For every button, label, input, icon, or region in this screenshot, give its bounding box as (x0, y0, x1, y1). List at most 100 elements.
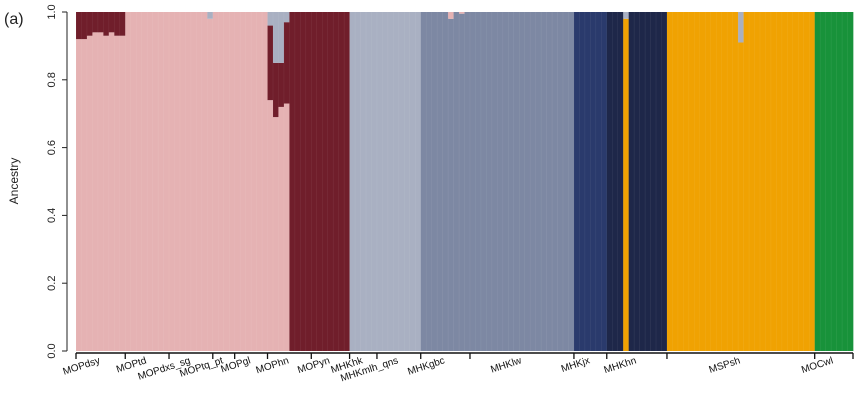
bar-segment (557, 12, 564, 351)
y-axis: 0.0 0.2 0.4 0.6 0.8 1.0 (46, 4, 68, 359)
bar-segment (770, 12, 777, 351)
bar-segment (579, 12, 586, 351)
bar-segment (267, 25, 274, 101)
y-axis-title: Ancestry (7, 158, 21, 205)
bar-segment (272, 117, 279, 351)
bar-segment (344, 12, 350, 351)
bar-segment (92, 12, 99, 33)
bar-segment (103, 12, 110, 36)
bar-segment (278, 106, 285, 351)
bar-segment (535, 12, 542, 351)
bar-segment (404, 12, 411, 351)
population-label: MHKjx (560, 355, 591, 375)
y-tick-label: 0.4 (46, 208, 58, 223)
population-label: MSPsh (708, 355, 742, 375)
bar-segment (705, 12, 712, 351)
bar-segment (798, 12, 805, 351)
bar-segment (169, 12, 175, 351)
bar-segment (256, 12, 263, 351)
bar-segment (727, 12, 733, 351)
bar-segment (119, 35, 126, 351)
bar-segment (316, 12, 323, 351)
y-tick-label: 0.0 (46, 343, 58, 358)
bar-segment (393, 12, 400, 351)
bar-segment (119, 12, 126, 36)
bar-segment (81, 39, 88, 352)
bar-segment (267, 12, 274, 26)
bar-segment (272, 62, 279, 118)
bar-segment (97, 12, 104, 33)
bar-segment (86, 12, 93, 36)
bar-segment (420, 12, 427, 351)
bar-segment (141, 12, 148, 351)
bar-segment (480, 12, 487, 351)
bar-segment (688, 12, 695, 351)
bar-segment (201, 12, 208, 351)
bar-segment (174, 12, 181, 351)
bar-segment (524, 12, 531, 351)
bar-segment (366, 12, 372, 351)
bar-segment (322, 12, 329, 351)
bar-segment (847, 12, 854, 351)
bar-segment (196, 12, 203, 351)
bar-segment (486, 12, 493, 351)
bar-segment (530, 12, 536, 351)
bar-segment (716, 12, 723, 351)
bar-segment (732, 12, 739, 351)
bar-segment (125, 12, 132, 351)
bar-segment (81, 12, 88, 40)
bar-segment (305, 12, 312, 351)
population-label: MOPhn (255, 355, 291, 376)
bar-segment (103, 35, 110, 351)
bar-segment (108, 12, 115, 33)
bar-segment (459, 12, 465, 14)
population-label: MOPgl (220, 355, 252, 375)
bar-segment (459, 13, 465, 351)
bar-segment (754, 12, 761, 351)
bar-segment (229, 12, 236, 351)
population-label: MOPyn (296, 355, 331, 376)
bar-segment (792, 12, 799, 351)
bar-segment (595, 12, 602, 351)
y-tick-label: 0.2 (46, 276, 58, 291)
bar-segment (442, 12, 449, 351)
bar-segment (787, 12, 794, 351)
bar-segment (437, 12, 443, 351)
bar-segment (223, 12, 230, 351)
population-label: MOPdsy (62, 355, 102, 377)
bar-segment (656, 12, 662, 351)
bar-segment (612, 12, 619, 351)
bar-segment (814, 12, 821, 351)
bar-segment (86, 35, 93, 351)
bar-segment (207, 18, 214, 352)
bar-segment (163, 12, 170, 351)
bar-segment (765, 12, 772, 351)
bar-segment (650, 12, 657, 351)
bar-segment (623, 18, 629, 352)
bar-segment (749, 12, 755, 351)
bar-segment (240, 12, 246, 351)
bar-segment (562, 12, 569, 351)
bar-segment (776, 12, 783, 351)
bar-segment (382, 12, 389, 351)
bar-segment (272, 12, 279, 63)
bar-segment (409, 12, 416, 351)
bar-segment (218, 12, 225, 351)
bar-segment (453, 12, 460, 351)
bar-segment (398, 12, 405, 351)
bar-segment (738, 12, 744, 43)
bar-segment (136, 12, 143, 351)
bar-segment (759, 12, 766, 351)
bar-segment (508, 12, 515, 351)
bar-segment (634, 12, 640, 351)
bar-segment (645, 12, 651, 351)
bars-group (75, 12, 854, 352)
bar-segment (278, 62, 285, 107)
bar-segment (245, 12, 252, 351)
bar-segment (185, 12, 192, 351)
bar-segment (311, 12, 318, 351)
bar-segment (355, 12, 361, 351)
bar-segment (97, 32, 104, 352)
bar-segment (130, 12, 137, 351)
